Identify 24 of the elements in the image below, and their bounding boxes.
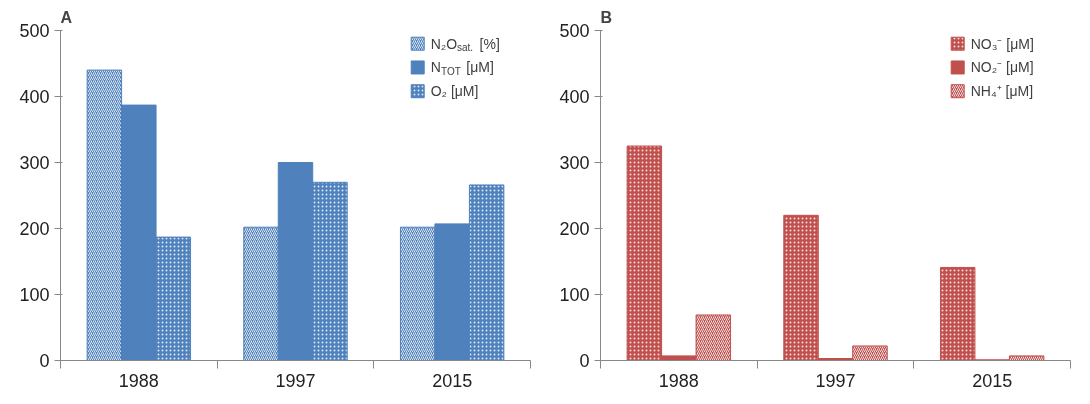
x-tick-label: 2015 bbox=[972, 370, 1013, 391]
y-tick-label: 500 bbox=[559, 21, 590, 41]
y-tick-label: 100 bbox=[19, 285, 50, 305]
y-tick-label: 0 bbox=[39, 351, 50, 371]
x-tick-label: 1997 bbox=[275, 370, 316, 391]
chart-title: A bbox=[60, 8, 73, 26]
y-tick-label: 200 bbox=[559, 219, 590, 239]
legend-label: NO₂⁻ [μM] bbox=[970, 59, 1034, 76]
y-tick-label: 300 bbox=[559, 153, 590, 173]
x-tick-label: 1988 bbox=[658, 370, 699, 391]
legend-label: NO₃⁻ [μM] bbox=[970, 35, 1034, 52]
y-tick-label: 100 bbox=[559, 285, 590, 305]
x-tick-label: 1997 bbox=[815, 370, 856, 391]
y-tick-label: 400 bbox=[559, 87, 590, 107]
chart-title: B bbox=[600, 8, 613, 26]
legend-label: NH₄⁺ [μM] bbox=[970, 83, 1034, 100]
y-tick-label: 400 bbox=[19, 87, 50, 107]
y-tick-label: 200 bbox=[19, 219, 50, 239]
x-tick-label: 2015 bbox=[432, 370, 473, 391]
x-tick-label: 1988 bbox=[118, 370, 159, 391]
y-tick-label: 500 bbox=[19, 21, 50, 41]
legend-label: O₂ [μM] bbox=[430, 83, 479, 100]
y-tick-label: 300 bbox=[19, 153, 50, 173]
y-tick-label: 0 bbox=[579, 351, 590, 371]
